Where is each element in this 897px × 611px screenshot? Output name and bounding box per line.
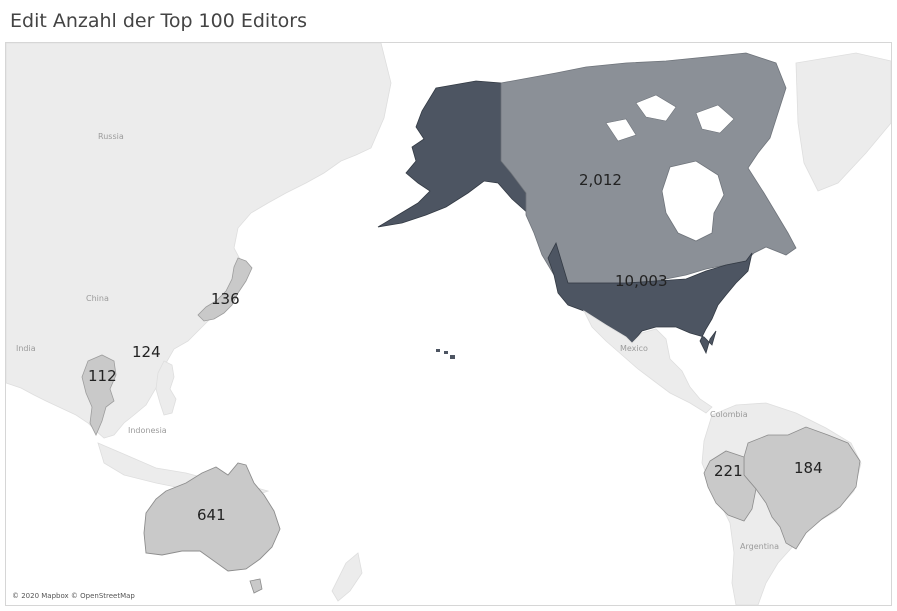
greenland-shape <box>795 52 891 192</box>
value-peru: 221 <box>714 462 743 480</box>
asia-landmass <box>6 43 392 439</box>
value-thailand: 112 <box>88 367 117 385</box>
label-colombia: Colombia <box>710 410 748 419</box>
japan-shape[interactable] <box>197 257 253 322</box>
philippines-shape[interactable] <box>155 360 177 416</box>
value-usa: 10,003 <box>615 272 668 290</box>
brazil-shape[interactable] <box>743 426 861 550</box>
label-china: China <box>86 294 109 303</box>
map-attribution[interactable]: © 2020 Mapbox © OpenStreetMap <box>12 592 135 600</box>
label-india: India <box>16 344 36 353</box>
value-japan: 136 <box>211 290 240 308</box>
value-canada: 2,012 <box>579 171 622 189</box>
label-argentina: Argentina <box>740 542 779 551</box>
label-indonesia: Indonesia <box>128 426 167 435</box>
hawaii-shape <box>436 349 455 359</box>
value-brazil: 184 <box>794 459 823 477</box>
arctic-channel <box>605 94 735 142</box>
peru-shape[interactable] <box>703 450 757 522</box>
label-mexico: Mexico <box>620 344 648 353</box>
map-title: Edit Anzahl der Top 100 Editors <box>10 10 307 32</box>
map-area[interactable]: Russia China India Indonesia Mexico Colo… <box>5 42 892 606</box>
map-svg[interactable]: Russia China India Indonesia Mexico Colo… <box>6 43 891 605</box>
value-australia: 641 <box>197 506 226 524</box>
value-philippines: 124 <box>132 343 161 361</box>
label-russia: Russia <box>98 132 124 141</box>
tasmania-shape <box>249 578 263 594</box>
hudson-bay <box>661 160 725 242</box>
canada-shape[interactable] <box>500 52 797 284</box>
australia-shape[interactable] <box>143 462 281 572</box>
mexico-shape <box>582 309 713 414</box>
new-zealand-shape <box>331 552 363 602</box>
thailand-shape[interactable] <box>81 354 117 436</box>
